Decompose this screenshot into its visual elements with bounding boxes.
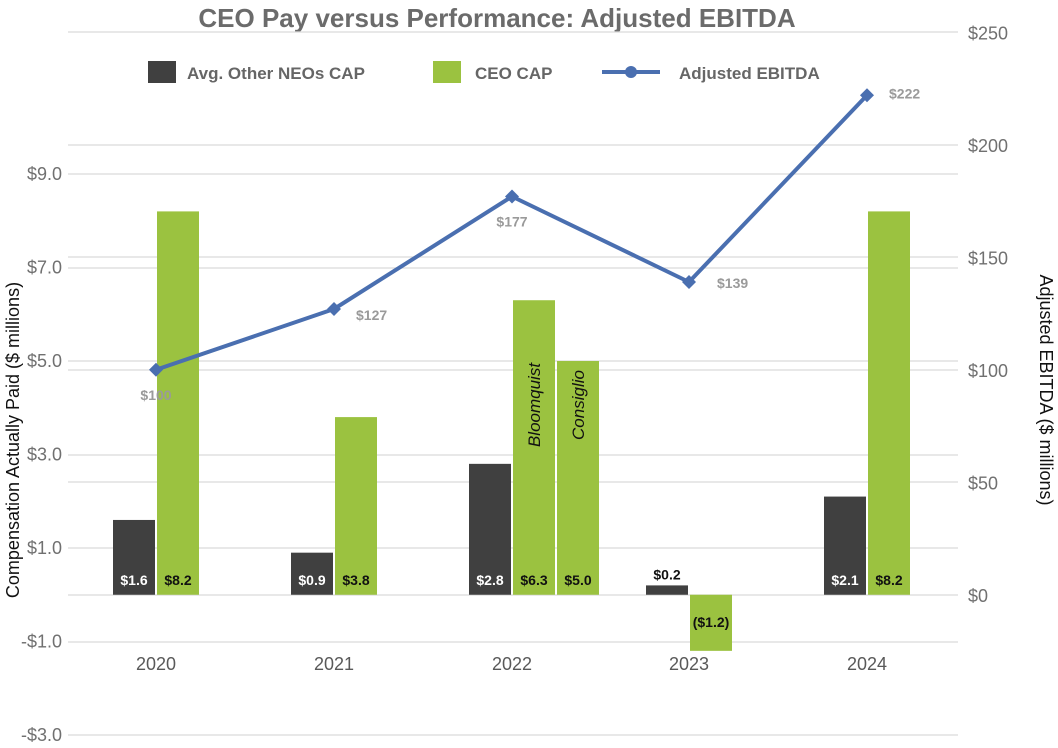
data-label-ceo: $8.2 [164, 572, 191, 588]
category-label: 2021 [314, 654, 354, 674]
legend-marker-adjusted-ebitda [625, 66, 637, 78]
ebitda-point-label: $139 [717, 275, 748, 291]
legend-label-adjusted-ebitda: Adjusted EBITDA [679, 64, 820, 83]
left-tick-label: $3.0 [27, 445, 62, 465]
annotation-consiglio: Consiglio [569, 370, 588, 440]
bar-ceo-cap-extra [557, 361, 599, 595]
ebitda-point-label: $222 [889, 85, 920, 101]
legend-label-avg-other-neos-cap: Avg. Other NEOs CAP [187, 64, 365, 83]
left-tick-label: $9.0 [27, 164, 62, 184]
right-tick-label: $200 [968, 136, 1008, 156]
left-tick-label: -$1.0 [21, 632, 62, 652]
legend-swatch-avg-other-neos-cap [148, 61, 176, 83]
legend-label-ceo-cap: CEO CAP [475, 64, 552, 83]
ebitda-point [505, 189, 519, 204]
bar-ceo-cap [157, 211, 199, 595]
data-label-ceo: $3.8 [342, 572, 369, 588]
bar-ceo-cap [513, 300, 555, 595]
data-label-ceo: $8.2 [875, 572, 902, 588]
legend: Avg. Other NEOs CAP CEO CAP Adjusted EBI… [148, 61, 820, 83]
ebitda-point [682, 275, 696, 289]
ebitda-point-label: $177 [496, 214, 527, 230]
bar-avg-other-neos-cap [646, 585, 688, 595]
right-axis-title: Adjusted EBITDA ($ millions) [1036, 274, 1056, 505]
right-tick-label: $50 [968, 473, 998, 493]
gridlines [68, 31, 958, 736]
chart-title: CEO Pay versus Performance: Adjusted EBI… [198, 3, 795, 33]
bar-avg-other-neos-cap [291, 552, 333, 595]
ebitda-point [327, 302, 341, 316]
left-tick-label: $7.0 [27, 258, 62, 278]
right-axis-ticks: $0 $50 $100 $150 $200 $250 [968, 23, 1008, 606]
data-label-ceo: ($1.2) [693, 614, 730, 630]
right-tick-label: $250 [968, 23, 1008, 43]
category-label: 2020 [136, 654, 176, 674]
ebitda-line-path [155, 93, 869, 372]
data-label-ceo: $6.3 [520, 572, 547, 588]
data-label-neo: $2.8 [476, 572, 503, 588]
left-tick-label: $1.0 [27, 538, 62, 558]
left-axis-ticks: -$3.0 -$1.0 $1.0 $3.0 $5.0 $7.0 $9.0 [21, 164, 62, 745]
ebitda-point [149, 362, 163, 377]
ebitda-point-label: $100 [140, 387, 171, 403]
ebitda-point [860, 88, 874, 103]
ebitda-line [149, 88, 874, 377]
annotation-bloomquist: Bloomquist [525, 362, 544, 447]
bar-ceo-cap [690, 594, 732, 651]
category-label: 2023 [669, 654, 709, 674]
left-tick-label: $5.0 [27, 351, 62, 371]
bar-ceo-cap [868, 211, 910, 595]
data-label-neo: $1.6 [120, 572, 147, 588]
right-tick-label: $150 [968, 248, 1008, 268]
right-tick-label: $100 [968, 361, 1008, 381]
bar-ceo-cap [335, 417, 377, 595]
bar-avg-other-neos-cap [469, 463, 511, 595]
category-label: 2022 [492, 654, 532, 674]
category-label: 2024 [847, 654, 887, 674]
category-labels: 2020 2021 2022 2023 2024 [136, 654, 887, 674]
bars [113, 211, 910, 651]
left-tick-label: -$3.0 [21, 725, 62, 745]
right-tick-label: $0 [968, 586, 988, 606]
data-labels: $1.6 $8.2 $0.9 $3.8 $2.8 $6.3 $0.2 ($1.2) $2.1 $8… [120, 85, 920, 630]
data-label-neo: $2.1 [831, 572, 858, 588]
data-label-ceo-extra: $5.0 [564, 572, 591, 588]
bar-avg-other-neos-cap [824, 496, 866, 595]
left-axis-title: Compensation Actually Paid ($ millions) [3, 282, 23, 598]
legend-swatch-ceo-cap [433, 61, 461, 83]
ebitda-point-label: $127 [356, 307, 387, 323]
data-label-neo: $0.9 [298, 572, 325, 588]
data-label-neo: $0.2 [653, 566, 680, 582]
bar-avg-other-neos-cap [113, 519, 155, 595]
